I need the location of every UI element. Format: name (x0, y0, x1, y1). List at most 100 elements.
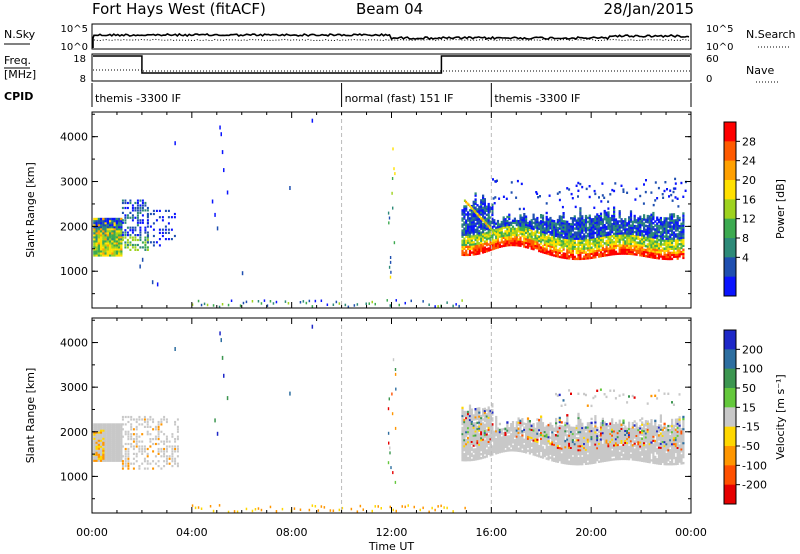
echo-cell (461, 422, 464, 426)
echo-cell (605, 441, 608, 444)
nave-label: Nave (746, 64, 774, 77)
echo-cell (476, 234, 479, 237)
cpid-segment-label: normal (fast) 151 IF (345, 92, 454, 105)
echo-cell (489, 421, 492, 425)
echo-cell (616, 455, 619, 459)
echo-cell (536, 192, 539, 195)
echo-cell (622, 226, 625, 229)
echo-cell (467, 227, 470, 230)
echo-cell (109, 219, 112, 223)
echo-cell (618, 421, 621, 424)
echo-cell (564, 425, 567, 429)
echo-cell (474, 228, 477, 232)
echo-cell (519, 427, 522, 431)
echo-cell (631, 252, 634, 256)
echo-cell (594, 457, 597, 460)
echo-cell (599, 226, 603, 230)
echo-cell (616, 234, 619, 237)
echo-cell (598, 448, 601, 451)
echo-cell (467, 448, 470, 452)
echo-cell (613, 428, 616, 431)
echo-cell (669, 255, 672, 259)
echo-cell (530, 221, 533, 224)
echo-cell (510, 243, 513, 247)
echo-cell (635, 245, 638, 248)
echo-cell (562, 246, 565, 249)
echo-cell (136, 216, 139, 219)
echo-cell (496, 429, 500, 432)
echo-cell (613, 212, 616, 215)
echo-cell (528, 452, 531, 455)
echo-cell (482, 432, 485, 435)
echo-cell (603, 228, 606, 231)
echo-cell (472, 442, 475, 445)
echo-cell (491, 411, 494, 414)
echo-cell (332, 303, 335, 306)
echo-cell (624, 244, 627, 247)
echo-cell (607, 446, 610, 450)
echo-cell (598, 229, 601, 232)
echo-cell (570, 428, 573, 431)
echo-cell (97, 238, 100, 241)
echo-cell (120, 225, 123, 229)
echo-cell (553, 441, 556, 444)
echo-cell (579, 418, 582, 422)
echo-cell (502, 216, 505, 219)
echo-cell (468, 438, 472, 442)
echo-cell (171, 447, 174, 451)
echo-cell (581, 422, 584, 426)
echo-cell (106, 437, 109, 440)
echo-cell (149, 418, 152, 421)
echo-cell (594, 445, 597, 448)
echo-cell (111, 427, 114, 430)
echo-cell (620, 248, 623, 251)
echo-cell (496, 232, 500, 235)
echo-cell (596, 251, 599, 254)
echo-cell (575, 446, 578, 450)
echo-cell (200, 507, 203, 510)
echo-cell (549, 231, 552, 234)
echo-cell (93, 447, 96, 450)
echo-cell (639, 215, 642, 218)
echo-cell (510, 237, 513, 241)
echo-cell (586, 434, 589, 437)
echo-cell (607, 213, 610, 216)
echo-cell (593, 189, 596, 193)
echo-cell (613, 218, 616, 221)
echo-cell (594, 225, 597, 229)
echo-cell (97, 459, 100, 462)
echo-cell (652, 248, 655, 251)
echo-cell (613, 228, 616, 232)
echo-cell (513, 221, 516, 225)
echo-cell (102, 252, 105, 255)
echo-cell (521, 432, 524, 435)
echo-cell (480, 231, 483, 234)
echo-cell (571, 221, 574, 224)
echo-cell (601, 230, 604, 233)
echo-cell (489, 452, 492, 455)
echo-cell (676, 235, 679, 238)
echo-cell (575, 438, 578, 442)
echo-cell (545, 246, 548, 249)
echo-cell (609, 426, 612, 429)
echo-cell (129, 226, 132, 229)
echo-cell (570, 229, 573, 232)
echo-cell (573, 215, 576, 218)
echo-cell (136, 201, 139, 205)
echo-cell (628, 431, 631, 435)
echo-cell (102, 254, 105, 257)
echo-cell (613, 232, 616, 236)
echo-cell (472, 418, 475, 421)
echo-cell (392, 358, 395, 362)
echo-cell (474, 224, 477, 228)
echo-cell (95, 445, 98, 448)
echo-cell (113, 457, 116, 460)
echo-cell (121, 201, 124, 205)
echo-cell (536, 247, 539, 250)
echo-cell (500, 220, 503, 224)
echo-cell (470, 251, 473, 254)
echo-cell (136, 206, 139, 210)
echo-cell (515, 244, 518, 247)
echo-cell (472, 200, 475, 204)
echo-cell (611, 241, 614, 244)
